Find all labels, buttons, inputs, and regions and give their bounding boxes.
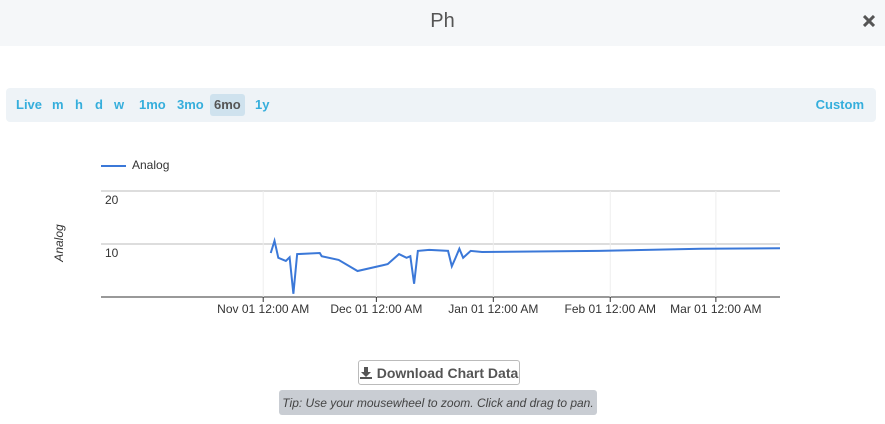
legend-label: Analog bbox=[132, 158, 169, 172]
custom-button[interactable]: Custom bbox=[815, 97, 864, 112]
download-label: Download Chart Data bbox=[376, 364, 519, 381]
y-tick-label: 10 bbox=[105, 246, 119, 260]
range-button[interactable]: d bbox=[95, 97, 103, 112]
range-button[interactable]: 3mo bbox=[177, 97, 204, 112]
range-button[interactable]: 1y bbox=[255, 97, 270, 112]
range-button[interactable]: w bbox=[114, 97, 125, 112]
x-tick-label: Jan 01 12:00 AM bbox=[448, 302, 538, 316]
modal-header: Ph bbox=[0, 0, 885, 46]
range-button[interactable]: h bbox=[75, 97, 83, 112]
line bbox=[269, 236, 781, 294]
range-button[interactable]: m bbox=[52, 97, 64, 112]
modal-title: Ph bbox=[430, 10, 455, 32]
x-tick-label: Feb 01 12:00 AM bbox=[565, 302, 656, 316]
y-tick-label: 20 bbox=[105, 193, 119, 207]
range-button[interactable]: 1mo bbox=[139, 97, 166, 112]
download-button[interactable]: Download Chart Data bbox=[358, 360, 520, 385]
close-button[interactable] bbox=[863, 15, 875, 27]
download-icon bbox=[359, 366, 372, 379]
x-tick-label: Mar 01 12:00 AM bbox=[670, 302, 761, 316]
range-bar: Live m h d w 1mo 3mo 6mo 1y Custom bbox=[6, 88, 876, 122]
range-button[interactable]: 6mo bbox=[210, 94, 245, 116]
chart: Analog 10 20 Nov 01 12:00 AM Dec 01 12:00 A… bbox=[52, 158, 781, 316]
range-button[interactable]: Live bbox=[16, 97, 43, 112]
x-tick-label: Dec 01 12:00 AM bbox=[330, 302, 422, 316]
x-tick-label: Nov 01 12:00 AM bbox=[217, 302, 309, 316]
y-axis-label: Analog bbox=[52, 224, 66, 263]
tip: Tip: Use your mousewheel to zoom. Click … bbox=[279, 390, 597, 415]
